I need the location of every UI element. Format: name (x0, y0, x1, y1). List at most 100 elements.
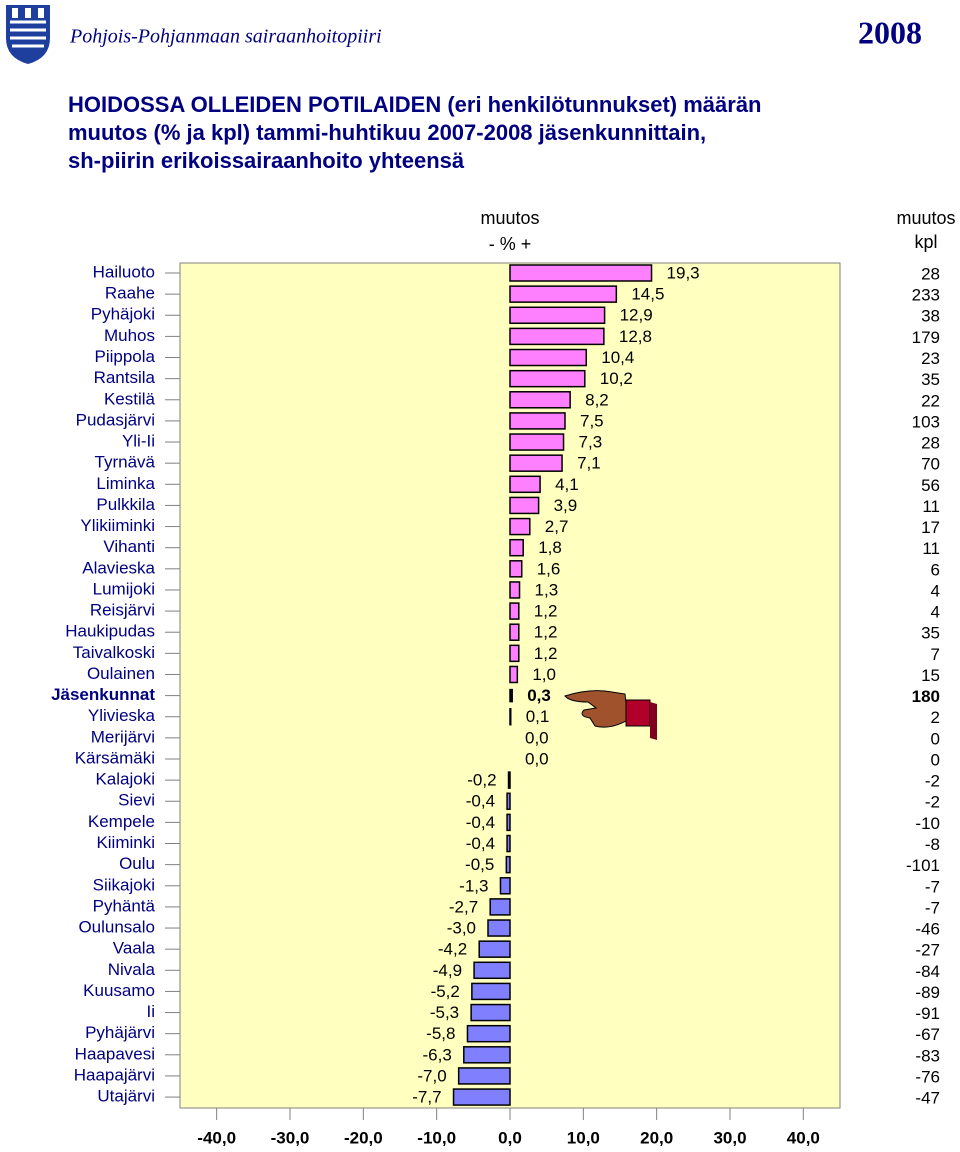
kpl-value: 11 (922, 539, 940, 558)
bar (499, 877, 511, 895)
y-tick-label: Kestilä (104, 389, 156, 408)
data-label: -5,2 (431, 982, 460, 1001)
kpl-value: 0 (931, 729, 940, 748)
data-label: -0,2 (467, 771, 496, 790)
y-tick-label: Jäsenkunnat (51, 685, 155, 704)
y-tick-label: Nivala (108, 960, 156, 979)
data-label: 1,8 (538, 538, 562, 557)
data-label: 1,6 (537, 559, 561, 578)
kpl-value: 2 (931, 708, 940, 727)
bar (509, 348, 588, 367)
data-label: 12,9 (620, 306, 653, 325)
bar (457, 1067, 511, 1085)
bar (509, 602, 520, 620)
bar (489, 898, 511, 916)
bar (509, 496, 540, 515)
data-label: 0,3 (527, 686, 551, 705)
y-tick-label: Vaala (113, 939, 156, 958)
bar (509, 264, 653, 282)
x-tick-label: 10,0 (567, 1128, 600, 1147)
y-tick-label: Lumijoki (93, 579, 155, 598)
bar (509, 560, 523, 578)
data-label: 0,0 (525, 728, 549, 747)
bar (507, 771, 511, 789)
kpl-value: 28 (921, 434, 940, 453)
data-label: -2,7 (449, 897, 478, 916)
bar (509, 538, 524, 557)
kpl-value: -7 (925, 877, 940, 896)
y-tick-label: Yli-Ii (122, 432, 155, 451)
x-tick-label: 20,0 (640, 1128, 673, 1147)
kpl-value: -8 (925, 835, 940, 854)
kpl-value: 56 (921, 476, 940, 495)
data-label: -1,3 (459, 876, 488, 895)
y-tick-label: Kuusamo (83, 981, 155, 1000)
y-tick-label: Muhos (104, 326, 155, 345)
kpl-header: muutos (896, 208, 955, 228)
y-tick-label: Liminka (96, 474, 155, 493)
y-tick-label: Utajärvi (97, 1087, 155, 1106)
y-tick-label: Oulu (119, 854, 155, 873)
y-tick-label: Haapavesi (75, 1044, 155, 1063)
data-label: 4,1 (555, 475, 579, 494)
kpl-value: 179 (912, 328, 940, 347)
bar (509, 581, 521, 599)
x-tick-label: 0,0 (498, 1128, 522, 1147)
bar (509, 707, 512, 726)
axis-header: - % + (489, 234, 532, 254)
bar (509, 433, 565, 451)
bar (478, 940, 511, 958)
y-tick-label: Oulunsalo (78, 918, 155, 937)
y-tick-label: Ii (147, 1002, 156, 1021)
y-tick-label: Alavieska (82, 558, 155, 577)
data-label: -0,4 (466, 792, 495, 811)
x-tick-label: -10,0 (417, 1128, 456, 1147)
kpl-value: 23 (921, 349, 940, 368)
year: 2008 (858, 14, 922, 50)
data-label: -7,7 (412, 1088, 441, 1107)
data-label: 8,2 (585, 390, 609, 409)
data-label: -6,3 (423, 1045, 452, 1064)
kpl-value: 35 (921, 370, 940, 389)
data-label: -0,4 (466, 813, 495, 832)
data-label: 1,2 (534, 644, 558, 663)
kpl-value: 7 (931, 645, 940, 664)
kpl-value: -27 (915, 941, 940, 960)
x-tick-label: -20,0 (344, 1128, 383, 1147)
data-label: 3,9 (554, 496, 578, 515)
kpl-value: 0 (931, 750, 940, 769)
data-label: 10,4 (601, 348, 634, 367)
bar (471, 982, 511, 1001)
y-tick-label: Pyhäntä (93, 896, 156, 915)
kpl-value: -89 (915, 983, 940, 1002)
data-label: 1,2 (534, 602, 558, 621)
data-label: 0,1 (526, 707, 550, 726)
bar (506, 792, 511, 810)
kpl-value: -91 (915, 1004, 940, 1023)
bar (506, 813, 511, 832)
y-tick-label: Kiiminki (96, 833, 155, 852)
y-tick-label: Rantsila (94, 368, 156, 387)
organization: Pohjois-Pohjanmaan sairaanhoitopiiri (69, 26, 382, 48)
chart-title: HOIDOSSA OLLEIDEN POTILAIDEN (eri henkil… (68, 92, 762, 117)
bar (505, 855, 511, 874)
y-tick-label: Oulainen (87, 664, 155, 683)
data-label: 7,1 (577, 454, 601, 473)
data-label: 1,2 (534, 623, 558, 642)
data-label: 19,3 (667, 263, 700, 282)
data-label: 12,8 (619, 327, 652, 346)
y-tick-label: Haukipudas (65, 622, 155, 641)
y-tick-label: Pudasjärvi (76, 410, 155, 429)
bar (509, 644, 520, 663)
y-tick-label: Haapajärvi (74, 1065, 155, 1084)
data-label: 1,3 (535, 580, 559, 599)
x-tick-label: -30,0 (271, 1128, 310, 1147)
bar (509, 412, 566, 430)
bar (466, 1024, 511, 1043)
kpl-value: 6 (931, 560, 940, 579)
y-tick-label: Taivalkoski (73, 643, 155, 662)
y-tick-label: Raahe (105, 284, 155, 303)
bar (509, 454, 563, 472)
kpl-value: 233 (912, 286, 940, 305)
data-label: -5,3 (430, 1003, 459, 1022)
